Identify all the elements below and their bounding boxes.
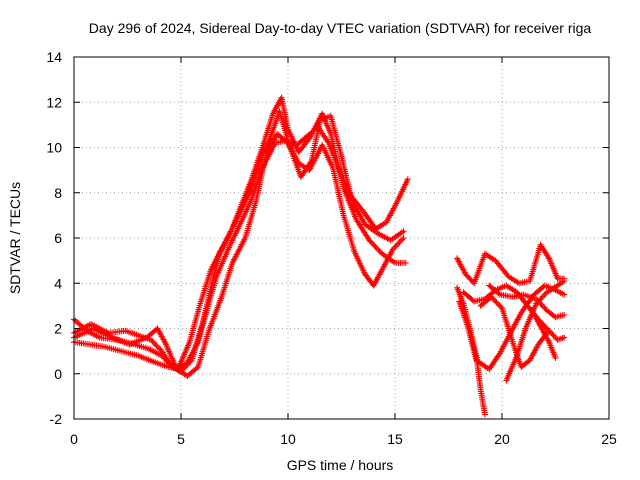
data-point-markers [486, 282, 568, 321]
chart-title: Day 296 of 2024, Sidereal Day-to-day VTE… [89, 20, 592, 36]
series-track-5 [454, 241, 568, 287]
y-tick-label: -2 [50, 411, 63, 427]
data-point-markers [71, 130, 407, 379]
y-tick-label: 8 [54, 185, 62, 201]
series-track-4 [71, 130, 407, 379]
series-track-11 [486, 282, 568, 321]
y-axis-label: SDTVAR / TECUs [7, 182, 23, 294]
y-tick-label: 2 [54, 321, 62, 337]
data-marks [71, 94, 568, 418]
axis-ticks: 0 5 10 15 20 25 -2 0 2 4 6 8 10 12 14 [46, 49, 617, 447]
x-tick-label: 5 [177, 431, 185, 447]
x-tick-label: 10 [280, 431, 296, 447]
y-tick-label: 12 [46, 94, 62, 110]
data-point-markers [503, 278, 568, 384]
x-tick-label: 0 [70, 431, 78, 447]
series-track-7 [456, 282, 568, 373]
grid-lines [74, 57, 609, 419]
x-tick-label: 20 [494, 431, 510, 447]
y-tick-label: 4 [54, 275, 62, 291]
data-point-markers [456, 282, 568, 373]
x-axis-label: GPS time / hours [287, 457, 394, 473]
x-tick-label: 15 [387, 431, 403, 447]
y-tick-label: 0 [54, 366, 62, 382]
series-track-12 [529, 307, 559, 361]
y-tick-label: 10 [46, 140, 62, 156]
y-tick-label: 14 [46, 49, 62, 65]
data-point-markers [529, 307, 559, 361]
series-track-10 [503, 278, 568, 384]
y-tick-label: 6 [54, 230, 62, 246]
x-tick-label: 25 [601, 431, 617, 447]
data-point-markers [454, 241, 568, 287]
